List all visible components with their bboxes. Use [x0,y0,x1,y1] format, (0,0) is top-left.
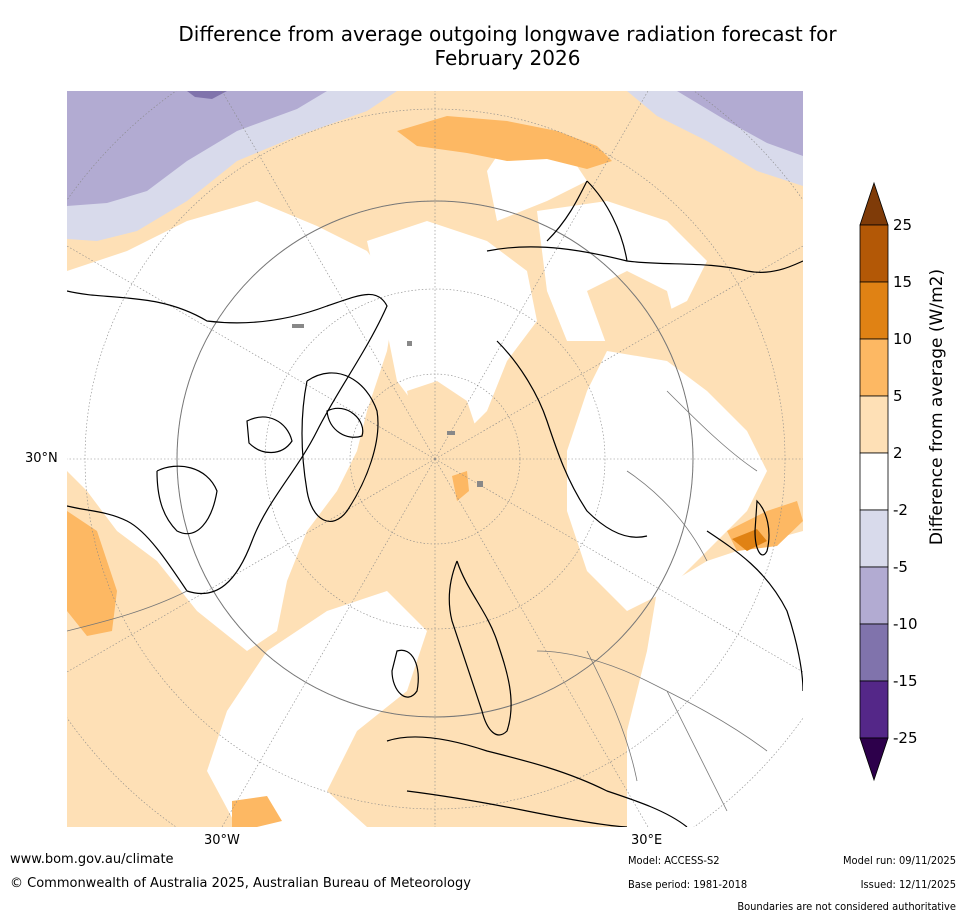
title-line-2: February 2026 [434,46,581,70]
copyright-text: © Commonwealth of Australia 2025, Austra… [10,876,471,891]
base-period-text: Base period: 1981-2018 [628,878,748,891]
coast-greenland [301,372,379,522]
website-link[interactable]: www.bom.gov.au/climate [10,852,174,867]
colorbar-band-5-10 [859,338,889,397]
colorbar-tick-label: 10 [893,330,913,348]
colorbar-tick-label: 2 [893,444,903,462]
colorbar-tick-label: 25 [893,216,913,234]
coast-east-asia [706,530,803,692]
border-eurasia-3 [626,390,758,562]
anomaly-neg-5-10-topleft [67,91,327,206]
colorbar-band-neg-5-10 [859,566,889,625]
anomaly-2-5-arctic-center [407,381,477,451]
colorbar-extend-over [859,181,889,226]
neutral-east-asia [627,531,803,827]
colorbar-band-10-15 [859,281,889,340]
coast-japan [754,499,770,556]
colorbar-tick-label: 15 [893,273,913,291]
anomaly-5-10-atlantic-west [67,511,117,636]
anomaly-5-10-arctic [452,471,469,501]
coast-uk [391,649,419,698]
anomaly-5-10-north-pacific [397,116,612,169]
coast-north-america [67,290,388,595]
colorbar-tick-label: -15 [893,672,918,690]
anomaly-2-5-europe [397,551,547,791]
colorbar-extend-under [859,737,889,782]
colorbar-band-2-5 [859,395,889,454]
anomaly-neg-10-15-topleft [187,91,227,99]
neutral-central-asia [567,351,767,611]
colorbar-band-neg-15-25 [859,680,889,739]
neutral-arctic-ocean [367,221,537,431]
anomaly-5-10-mid-atlantic [232,796,282,827]
colorbar-band-15-25 [859,224,889,283]
coast-hudson [156,465,218,535]
border-eurasia-2 [586,650,728,812]
coast-mediterranean [406,790,628,827]
neutral-atlantic [207,591,427,827]
border-canada-us [67,590,188,632]
colorbar-tick-label: -25 [893,729,918,747]
coast-europe [386,736,688,827]
coast-siberia [486,246,803,273]
anomaly-10-15-east-asia [732,529,767,551]
lon-label-30w: 30°W [204,833,240,848]
colorbar-title: Difference from average (W/m2) [927,268,947,546]
title-line-1: Difference from average outgoing longwav… [178,22,837,46]
latitude-30n-circle [176,200,694,718]
colorbar-tick-label: -5 [893,558,908,576]
colorbar-tick-label: -10 [893,615,918,633]
colorbar-band-neutral [859,452,889,511]
coast-russia-arctic [496,340,648,538]
colorbar-band-neg-10-15 [859,623,889,682]
issued-text: Issued: 12/11/2025 [860,878,956,891]
coast-arctic-islands [246,407,364,454]
colorbar-tick-label: 5 [893,387,903,405]
coast-kamchatka [546,180,628,262]
lat-label-30n: 30°N [25,451,58,466]
polar-map [67,91,803,827]
anomaly-neg-5-10-topright [677,91,803,156]
map-title: Difference from average outgoing longwav… [100,22,915,70]
border-eurasia-1 [536,650,768,752]
model-run-text: Model run: 09/11/2025 [843,854,956,867]
neutral-north-america [67,201,397,651]
disclaimer-text: Boundaries are not considered authoritat… [737,900,956,913]
coast-scandinavia [448,560,512,736]
anomaly-2-5-siberia [587,271,677,351]
lon-label-30e: 30°E [631,833,663,848]
colorbar-tick-label: -2 [893,501,908,519]
colorbar-band-neg-2-5 [859,509,889,568]
model-text: Model: ACCESS-S2 [628,854,720,867]
